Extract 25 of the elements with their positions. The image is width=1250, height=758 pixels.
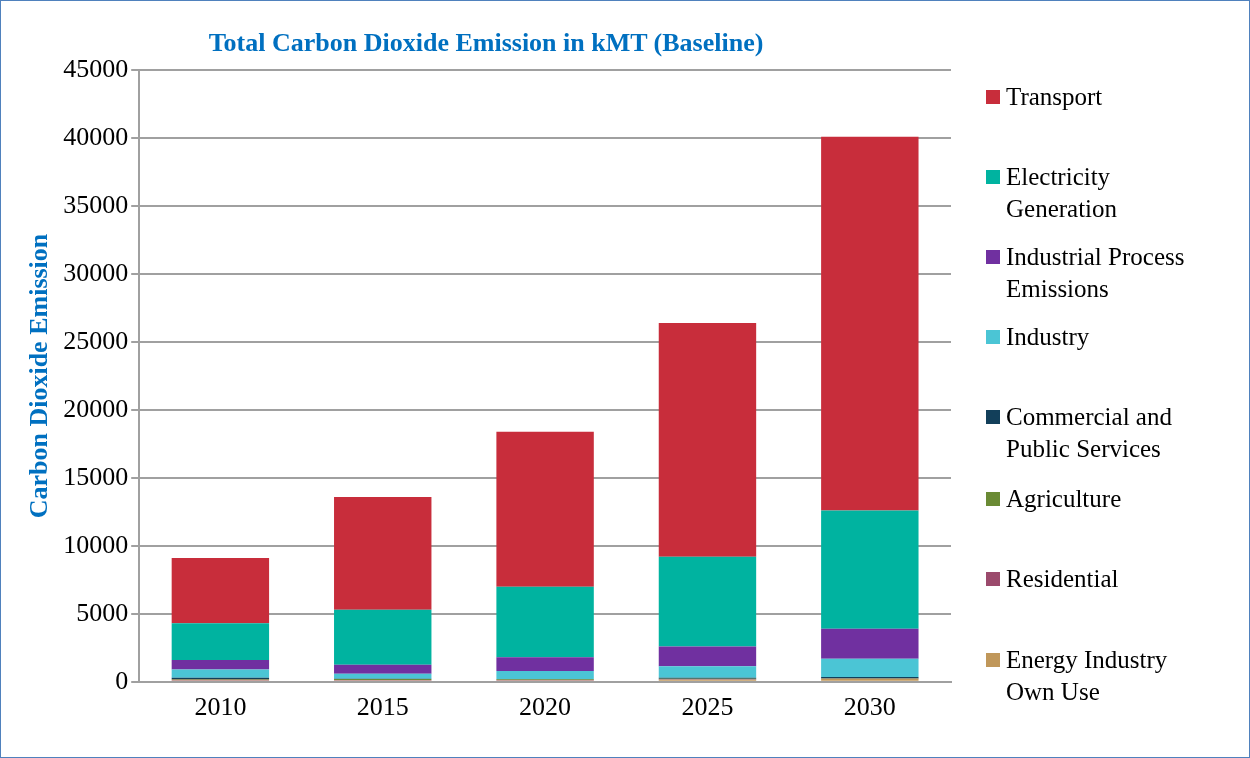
y-tick-label: 10000	[63, 529, 129, 559]
legend-label: Industry	[1006, 322, 1090, 352]
legend-label: Commercial and Public Services	[1006, 402, 1173, 464]
x-tick-label: 2030	[843, 692, 896, 722]
y-tick-label: 25000	[63, 325, 129, 355]
y-tick-label: 45000	[63, 54, 129, 84]
x-tick-label: 2025	[681, 692, 734, 722]
legend-label: Energy Industry Own Use	[1006, 645, 1169, 707]
y-tick-label: 40000	[63, 121, 129, 151]
legend-label: Transport	[1006, 82, 1103, 112]
y-tick-label: 30000	[63, 257, 129, 287]
y-tick-label: 0	[115, 665, 129, 695]
legend-label: Industrial Process Emissions	[1006, 242, 1186, 304]
chart-title: Total Carbon Dioxide Emission in kMT (Baseline)	[208, 28, 764, 58]
y-tick-label: 20000	[63, 393, 129, 423]
y-tick-label: 35000	[63, 189, 129, 219]
x-tick-label: 2020	[519, 692, 572, 722]
y-tick-label: 15000	[63, 461, 129, 491]
x-tick-label: 2010	[194, 692, 247, 722]
y-tick-label: 5000	[76, 597, 129, 627]
legend-label: Electricity Generation	[1006, 162, 1119, 224]
y-axis-title: Carbon Dioxide Emission	[24, 233, 54, 519]
legend-label: Agriculture	[1006, 484, 1122, 514]
legend-label: Residential	[1006, 564, 1119, 594]
x-tick-label: 2015	[356, 692, 409, 722]
